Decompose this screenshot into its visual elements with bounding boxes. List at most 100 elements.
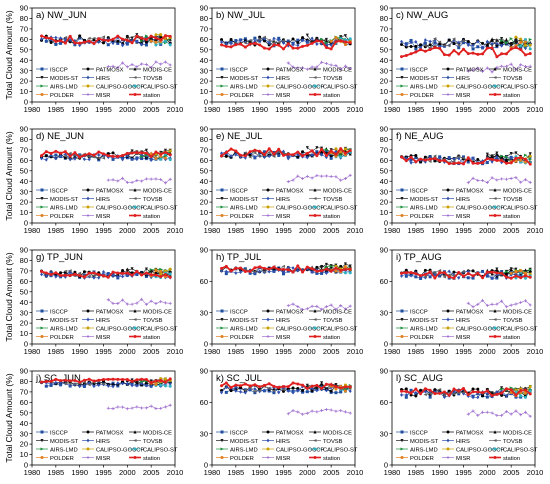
- data-point: [305, 411, 309, 415]
- x-tick-label: 2000: [119, 468, 136, 477]
- data-point: [253, 389, 257, 393]
- legend-entry: POLDER: [50, 93, 74, 99]
- data-point: [481, 276, 485, 280]
- legend-entry: CALIPSO-GOCCP: [276, 205, 324, 211]
- data-point: [523, 391, 527, 395]
- data-point: [154, 269, 158, 273]
- series-line: [155, 40, 171, 46]
- panel-title: g) TP_JUN: [36, 252, 83, 263]
- data-point: [130, 157, 134, 162]
- data-point: [409, 160, 413, 165]
- data-point: [239, 389, 243, 394]
- data-point: [140, 154, 144, 158]
- data-point: [495, 267, 499, 271]
- legend-entry: ISCCP: [230, 188, 248, 194]
- data-point: [442, 393, 446, 397]
- data-point: [144, 271, 148, 275]
- data-point: [334, 383, 338, 387]
- legend-entry: AIRS-LMD: [50, 205, 78, 211]
- legend-marker: [446, 447, 450, 451]
- data-point: [168, 158, 172, 162]
- legend-entry: MODIS-ST: [410, 439, 439, 445]
- data-point: [63, 41, 67, 45]
- data-point: [262, 152, 266, 156]
- legend-entry: MODIS-ST: [50, 197, 79, 203]
- data-point: [348, 411, 352, 415]
- data-point: [433, 392, 437, 396]
- legend-marker: [493, 214, 497, 217]
- data-point: [419, 48, 423, 52]
- legend-entry: ISCCP: [50, 309, 68, 315]
- data-point: [476, 178, 480, 182]
- data-point: [229, 41, 233, 46]
- legend-entry: TOVSB: [323, 76, 343, 82]
- data-point: [324, 265, 329, 269]
- data-point: [320, 307, 324, 311]
- data-point: [320, 37, 324, 41]
- data-point: [159, 33, 163, 37]
- data-point: [248, 269, 252, 273]
- legend-entry: CALIPSO-ST: [503, 447, 538, 453]
- legend-entry: AIRS-LMD: [410, 84, 438, 90]
- data-point: [163, 34, 167, 38]
- legend-entry: CALIPSO-ST: [503, 205, 538, 211]
- legend-entry: CALIPSO-GOCCP: [96, 326, 144, 332]
- data-point: [101, 156, 105, 160]
- x-tick-label: 1990: [431, 105, 448, 114]
- data-point: [49, 153, 53, 158]
- data-point: [301, 38, 305, 43]
- data-point: [471, 156, 475, 160]
- data-point: [514, 388, 518, 392]
- data-point: [220, 151, 224, 156]
- data-point: [339, 155, 343, 159]
- legend-entry: CALIPSO-GOCCP: [456, 326, 504, 332]
- data-point: [243, 45, 247, 49]
- legend-marker: [493, 447, 497, 451]
- data-point: [159, 157, 163, 161]
- data-point: [130, 406, 134, 410]
- data-point: [523, 65, 527, 69]
- data-point: [466, 272, 470, 276]
- data-point: [428, 39, 432, 44]
- data-point: [168, 43, 172, 47]
- data-point: [125, 180, 129, 184]
- data-point: [87, 274, 91, 278]
- data-point: [163, 156, 167, 160]
- x-tick-label: 1990: [251, 226, 268, 235]
- data-point: [509, 176, 513, 180]
- data-point: [442, 53, 446, 57]
- legend-entry: PATMOSX: [456, 188, 484, 194]
- data-point: [229, 154, 233, 158]
- data-point: [54, 35, 58, 40]
- series-line: [511, 270, 526, 274]
- data-point: [409, 44, 413, 48]
- data-point: [495, 178, 499, 182]
- legend-marker: [446, 188, 450, 192]
- legend-entry: ISCCP: [410, 430, 428, 436]
- data-point: [485, 152, 489, 157]
- legend-marker: [446, 67, 450, 71]
- data-point: [262, 46, 266, 50]
- x-tick-label: 1995: [275, 468, 292, 477]
- data-point: [471, 47, 475, 51]
- data-point: [111, 37, 115, 41]
- x-tick-label: 2005: [143, 105, 160, 114]
- data-point: [528, 64, 532, 68]
- data-point: [324, 153, 328, 157]
- data-point: [286, 156, 290, 161]
- data-point: [63, 154, 67, 158]
- data-point: [495, 276, 499, 280]
- legend-entry: MODIS-CE: [143, 430, 172, 436]
- data-point: [409, 270, 413, 274]
- series-line: [307, 34, 351, 43]
- data-point: [163, 377, 167, 381]
- data-point: [490, 411, 494, 415]
- data-point: [82, 157, 86, 162]
- x-tick-label: 1985: [47, 105, 64, 114]
- legend-marker: [266, 84, 270, 88]
- data-point: [481, 41, 485, 45]
- y-tick-label: 60: [380, 35, 388, 44]
- data-point: [433, 388, 437, 392]
